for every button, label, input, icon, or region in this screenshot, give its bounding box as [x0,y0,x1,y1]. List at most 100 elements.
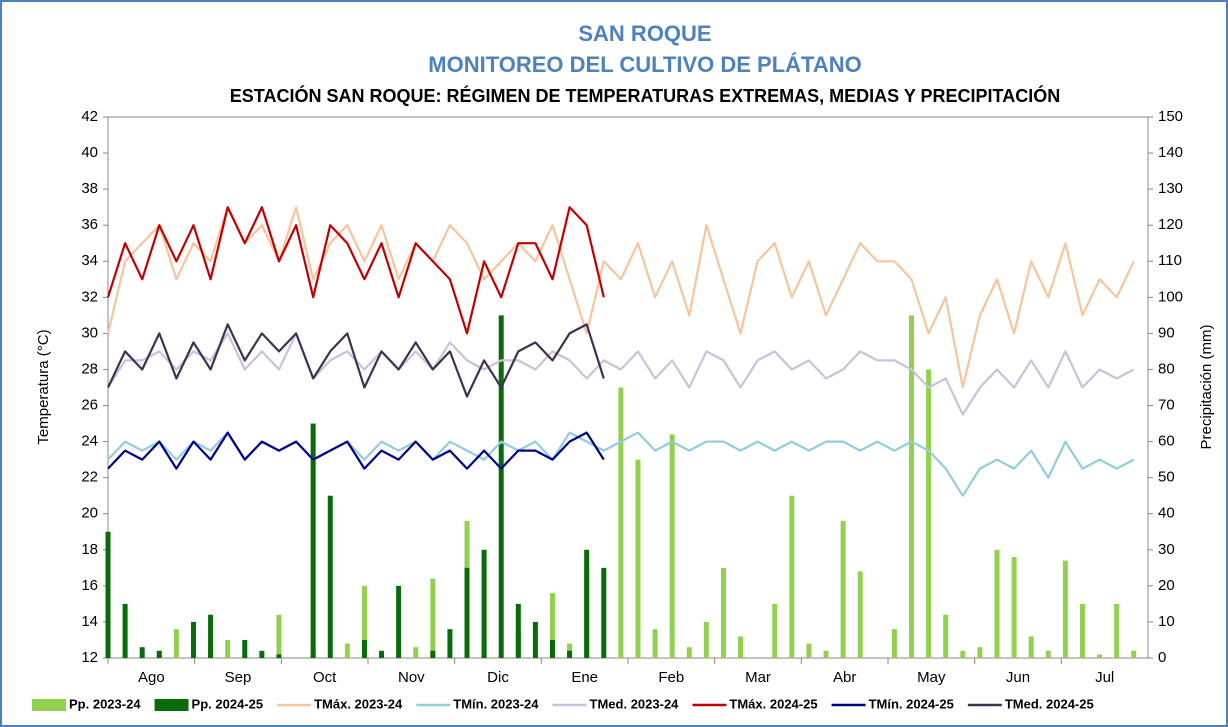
bar [806,643,812,658]
y2-tick-label: 150 [1158,108,1183,125]
bar [857,571,863,658]
bar [909,315,915,658]
bar [327,495,333,658]
y2-tick-label: 20 [1158,577,1175,594]
bar [840,520,846,658]
y-tick-label: 40 [81,144,98,161]
bar [498,315,504,658]
y2-tick-label: 10 [1158,613,1175,630]
bar [1097,654,1103,658]
y-tick-label: 14 [81,613,98,630]
legend-label: TMáx. 2023-24 [314,696,403,711]
bar [515,603,521,658]
bar [156,650,162,658]
chart-subtitle: MONITOREO DEL CULTIVO DE PLÁTANO [428,52,862,77]
bar [413,647,419,658]
x-tick-label: Sep [225,669,252,686]
bar [430,650,436,658]
y2-tick-label: 140 [1158,144,1183,161]
y-tick-label: 20 [81,505,98,522]
y-tick-label: 36 [81,216,98,233]
bar [532,621,538,658]
chart-title: SAN ROQUE [578,21,711,46]
y-tick-label: 32 [81,288,98,305]
bar [1131,650,1137,658]
bar [789,495,795,658]
bar [1028,636,1034,658]
bar [464,567,470,658]
y2-tick-label: 30 [1158,541,1175,558]
y-axis-label: Temperatura (°C) [35,329,52,444]
x-tick-label: Nov [398,669,425,686]
bar [549,639,555,658]
legend-label: TMáx. 2024-25 [729,696,817,711]
bar [122,603,128,658]
line [107,323,605,398]
y2-tick-label: 70 [1158,397,1175,414]
bar [447,629,453,658]
bar [1079,603,1085,658]
legend-label: TMín. 2024-25 [869,696,954,711]
y-tick-label: 16 [81,577,98,594]
bar [361,639,367,658]
bar [567,650,573,658]
x-tick-label: Abr [833,669,856,686]
bar [1114,603,1120,658]
bar [208,614,214,658]
bar [344,643,350,658]
bar [139,647,145,658]
bar [190,621,196,658]
legend-label: Pp. 2024-25 [192,696,264,711]
y2-tick-label: 40 [1158,505,1175,522]
bar [926,369,932,658]
y-tick-label: 26 [81,397,98,414]
x-tick-label: May [917,669,946,686]
x-tick-label: Jun [1006,669,1030,686]
legend-label: TMed. 2023-24 [590,696,680,711]
bar [823,650,829,658]
y-tick-label: 12 [81,649,98,666]
y2-tick-label: 120 [1158,216,1183,233]
bar [618,387,624,658]
y2-tick-label: 110 [1158,252,1182,269]
legend-label: TMed. 2024-25 [1005,696,1094,711]
bar [960,650,966,658]
bar [652,629,658,658]
bar [105,531,111,658]
x-tick-label: Jul [1095,669,1114,686]
x-tick-label: Mar [745,669,771,686]
bar [669,434,675,658]
line [106,206,605,335]
line [107,332,1135,416]
bar [430,578,436,658]
y-tick-label: 22 [81,469,98,486]
line [107,431,605,470]
x-tick-label: Feb [658,669,684,686]
x-tick-label: Oct [313,669,337,686]
bar [549,593,555,658]
y2-tick-label: 0 [1158,649,1166,666]
bar [738,636,744,658]
plot-title: ESTACIÓN SAN ROQUE: RÉGIMEN DE TEMPERATU… [230,85,1060,106]
y2-tick-label: 50 [1158,469,1175,486]
y2-tick-label: 130 [1158,180,1183,197]
y-tick-label: 42 [81,108,98,125]
bar [772,603,778,658]
legend-swatch [154,699,189,711]
bar [310,423,316,658]
bar [396,585,402,658]
bar [225,639,231,658]
y2-axis-label: Precipitación (mm) [1198,324,1215,449]
bar [994,549,1000,658]
bar [173,629,179,658]
bar [1011,557,1017,658]
y2-tick-label: 90 [1158,324,1175,341]
y-tick-label: 28 [81,360,98,377]
y2-tick-label: 80 [1158,360,1175,377]
x-tick-label: Dic [487,669,509,686]
bar [601,567,607,658]
bar [720,567,726,658]
y-tick-label: 38 [81,180,98,197]
